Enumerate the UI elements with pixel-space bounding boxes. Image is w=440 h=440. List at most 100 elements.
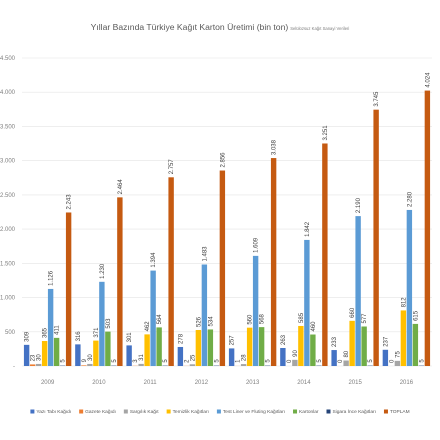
bar: [304, 239, 310, 366]
legend-item: TOPLAM: [383, 409, 410, 415]
data-label: 585: [299, 312, 305, 323]
legend-label: Sargılık Kağıt: [130, 409, 159, 415]
y-tick-label: 3.500: [0, 124, 16, 130]
data-label: 5: [112, 359, 118, 363]
data-label: 1.126: [49, 270, 55, 286]
y-tick-label: 2.500: [0, 193, 16, 199]
bar: [65, 212, 72, 366]
legend-item: Sigara İnce Kağıtları: [326, 408, 376, 415]
data-label: 23: [31, 354, 37, 361]
data-label: 5: [419, 359, 425, 363]
legend-item: Temizlik Kağıtları: [166, 409, 209, 415]
bar: [126, 345, 132, 366]
legend-swatch: [123, 409, 128, 414]
data-label: 2.280: [407, 191, 413, 207]
bar: [117, 197, 123, 366]
data-label: 812: [401, 297, 407, 308]
grid-layer: [22, 57, 432, 367]
data-label: 560: [248, 314, 254, 325]
bar: [412, 323, 419, 366]
bar: [246, 327, 253, 366]
bar: [75, 344, 81, 366]
data-label: 1.842: [305, 221, 311, 237]
legend-swatch: [383, 409, 388, 414]
data-label: 1: [236, 359, 242, 363]
legend-item: Kartonlar: [293, 409, 319, 415]
legend-swatch: [30, 409, 35, 414]
chart-title: Yıllar Bazında Türkiye Kağıt Karton Üret…: [91, 22, 289, 32]
bar: [29, 364, 36, 366]
y-tick-label: -: [13, 364, 15, 370]
x-tick-label: 2016: [400, 380, 414, 386]
data-label: 2.757: [169, 159, 175, 175]
bar: [144, 334, 150, 366]
data-label: 316: [76, 331, 82, 342]
legend-swatch: [326, 409, 331, 414]
bar: [219, 170, 226, 366]
data-label: 0: [287, 359, 293, 363]
y-tick-label: 500: [5, 330, 16, 336]
bar: [394, 360, 401, 366]
legend-label: Kartonlar: [299, 409, 319, 415]
data-label: 1.230: [100, 263, 106, 279]
bar: [270, 158, 277, 366]
bar: [252, 255, 259, 366]
bar: [189, 364, 196, 366]
data-label: 2.243: [67, 194, 73, 210]
bar: [47, 288, 54, 366]
bar: [400, 310, 407, 366]
y-tick-label: 3.000: [0, 159, 16, 165]
x-tick-label: 2012: [195, 380, 209, 386]
legend-label: TOPLAM: [390, 409, 410, 415]
bar: [424, 90, 431, 366]
legend-label: Temizlik Kağıtları: [173, 409, 209, 415]
bar: [361, 326, 367, 366]
data-label: 371: [94, 327, 100, 338]
legend: Yazı Tabı Kağıdı Gazete Kağıdı Sargılık Ka…: [30, 408, 410, 415]
y-tick-label: 4.000: [0, 90, 16, 96]
data-label: 237: [383, 336, 389, 347]
legend-item: Yazı Tabı Kağıdı: [30, 409, 71, 415]
bar: [343, 360, 349, 366]
bar: [292, 359, 298, 366]
data-label: 5: [214, 359, 220, 363]
y-tick-label: 2.000: [0, 227, 16, 233]
bar: [53, 337, 60, 366]
data-label: 3.038: [272, 139, 278, 155]
data-label: 3.745: [374, 91, 380, 107]
data-label: 564: [157, 314, 163, 325]
legend-label: Sigara İnce Kağıtları: [332, 408, 375, 415]
bar: [280, 347, 286, 366]
data-label: 5: [368, 359, 374, 363]
x-tick-label: 2009: [41, 380, 55, 386]
bar: [349, 320, 355, 366]
bar: [228, 348, 235, 366]
chart-title-group: Yıllar Bazında Türkiye Kağıt Karton Üret…: [91, 22, 350, 32]
data-label: 30: [37, 354, 43, 361]
data-label: 5: [61, 359, 67, 363]
data-label: 503: [106, 318, 112, 329]
data-label: 0: [338, 359, 344, 363]
data-label: 5: [266, 359, 272, 363]
bar: [258, 327, 265, 366]
data-label: 2.856: [220, 152, 226, 168]
bar: [99, 281, 105, 366]
y-tick-label: 1.500: [0, 261, 16, 267]
data-label: 2: [184, 359, 190, 363]
legend-item: Gazete Kağıdı: [79, 409, 116, 415]
chart-subtitle: Selülozsuz Kağıt Sanayi Verileri: [290, 26, 349, 31]
bar: [355, 216, 361, 366]
bar: [201, 264, 208, 366]
data-label: 365: [43, 327, 49, 338]
data-label: 75: [395, 351, 401, 358]
y-axis-ticks: - 500 1.000 1.500 2.000 2.500 3.000 3.500 4.000 4…: [0, 56, 16, 370]
legend-swatch: [216, 409, 221, 414]
bar: [240, 364, 247, 366]
data-label: 660: [350, 307, 356, 318]
bar: [23, 344, 30, 366]
data-label: 233: [332, 336, 338, 347]
data-label: 5: [163, 359, 169, 363]
legend-label: Test Liner ve Fluting Kağıtları: [223, 409, 285, 415]
